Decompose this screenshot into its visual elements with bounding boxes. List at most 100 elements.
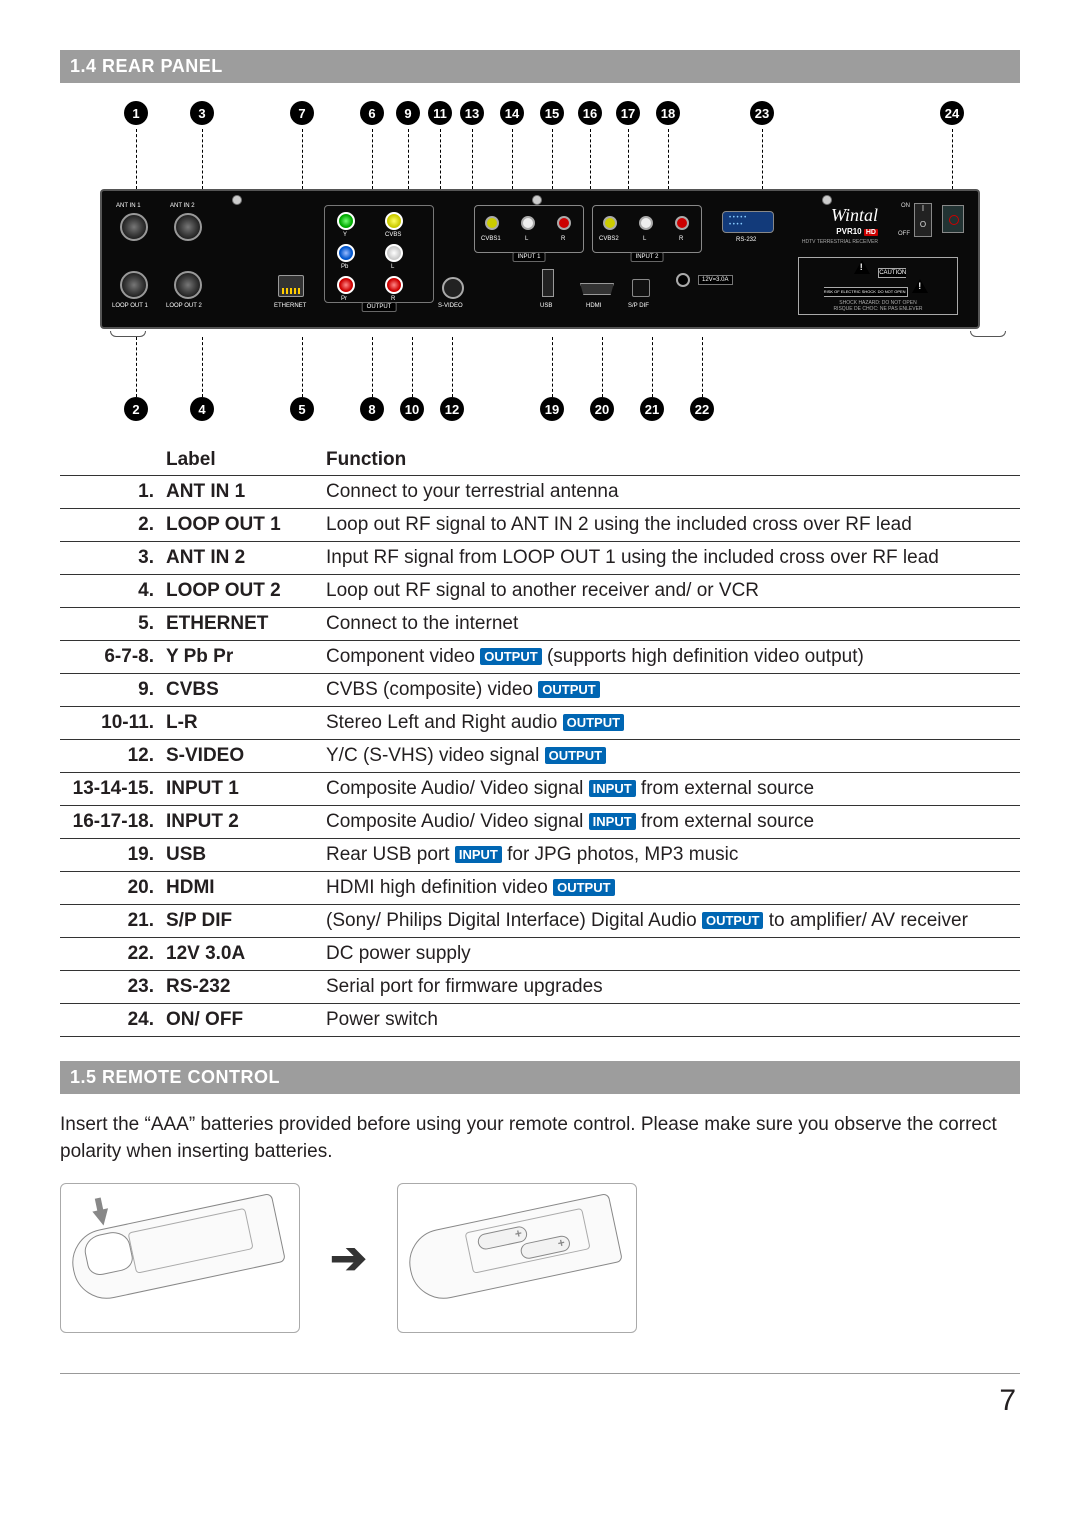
hand-icon: [82, 1229, 135, 1278]
row-number: 4.: [60, 575, 160, 608]
label-in2-l: L: [643, 236, 646, 242]
table-row: 1.ANT IN 1Connect to your terrestrial an…: [60, 476, 1020, 509]
row-function: DC power supply: [320, 938, 1020, 971]
callout-5: 5: [290, 397, 314, 421]
remote-fig-2: [397, 1183, 637, 1333]
table-row: 21.S/P DIF(Sony/ Philips Digital Interfa…: [60, 905, 1020, 938]
row-label: LOOP OUT 1: [160, 509, 320, 542]
label-l: L: [391, 264, 394, 270]
caution-sub2: DO NOT OPEN: [878, 289, 906, 294]
row-function: Loop out RF signal to ANT IN 2 using the…: [320, 509, 1020, 542]
col-function: Function: [320, 445, 1020, 476]
port-svideo: [442, 277, 464, 299]
table-row: 19.USBRear USB port INPUT for JPG photos…: [60, 839, 1020, 872]
label-cvbs2: CVBS2: [599, 236, 619, 242]
row-label: ETHERNET: [160, 608, 320, 641]
callout-22: 22: [690, 397, 714, 421]
output-group: Y CVBS Pb L Pr R OUTPUT: [324, 205, 434, 303]
label-cvbs: CVBS: [385, 232, 401, 238]
caution-line2: RISQUE DE CHOC: NE PAS ENLEVER: [833, 306, 922, 312]
port-input1-l: [521, 216, 535, 230]
power-switch: [914, 203, 932, 237]
port-pb: [337, 244, 355, 262]
panel-feet: [100, 329, 1020, 337]
label-pr: Pr: [341, 296, 347, 302]
tag-input1: INPUT 1: [513, 252, 546, 262]
callout-8: 8: [360, 397, 384, 421]
callout-16: 16: [578, 101, 602, 125]
row-label: ANT IN 2: [160, 542, 320, 575]
input-1-group: CVBS1 L R INPUT 1: [474, 205, 584, 253]
section-header-remote: 1.5 REMOTE CONTROL: [60, 1061, 1020, 1094]
tag-output: OUTPUT: [362, 302, 397, 312]
callout-12: 12: [440, 397, 464, 421]
table-row: 24.ON/ OFFPower switch: [60, 1004, 1020, 1037]
port-loop-out-1: [120, 271, 148, 299]
label-dc: 12V=3.0A: [698, 275, 733, 285]
callout-17: 17: [616, 101, 640, 125]
row-function: Y/C (S-VHS) video signal OUTPUT: [320, 740, 1020, 773]
row-function: Serial port for firmware upgrades: [320, 971, 1020, 1004]
port-l: [385, 244, 403, 262]
row-function: Composite Audio/ Video signal INPUT from…: [320, 806, 1020, 839]
table-row: 13-14-15.INPUT 1Composite Audio/ Video s…: [60, 773, 1020, 806]
input-badge: INPUT: [455, 846, 502, 863]
row-number: 5.: [60, 608, 160, 641]
row-number: 6-7-8.: [60, 641, 160, 674]
row-number: 13-14-15.: [60, 773, 160, 806]
label-loop-out-2: LOOP OUT 2: [166, 303, 202, 309]
table-row: 3.ANT IN 2Input RF signal from LOOP OUT …: [60, 542, 1020, 575]
row-number: 10-11.: [60, 707, 160, 740]
table-row: 12.S-VIDEOY/C (S-VHS) video signal OUTPU…: [60, 740, 1020, 773]
output-badge: OUTPUT: [538, 681, 599, 698]
output-badge: OUTPUT: [553, 879, 614, 896]
label-ethernet: ETHERNET: [274, 303, 306, 309]
input-badge: INPUT: [589, 780, 636, 797]
label-hdmi: HDMI: [586, 303, 601, 309]
port-input2-cvbs: [603, 216, 617, 230]
brand-model-text: PVR10: [836, 227, 861, 236]
row-function: Stereo Left and Right audio OUTPUT: [320, 707, 1020, 740]
section-number-2: 1.5: [70, 1067, 97, 1087]
row-number: 16-17-18.: [60, 806, 160, 839]
port-dc: [676, 273, 690, 287]
label-y: Y: [343, 232, 347, 238]
row-function: Connect to your terrestrial antenna: [320, 476, 1020, 509]
label-on: ON: [901, 203, 910, 209]
callout-15: 15: [540, 101, 564, 125]
brand-model: PVR10 HD: [836, 227, 878, 236]
brand-subtitle: HDTV TERRESTRIAL RECEIVER: [802, 239, 878, 245]
page-number: 7: [60, 1384, 1020, 1418]
row-label: ON/ OFF: [160, 1004, 320, 1037]
callout-2: 2: [124, 397, 148, 421]
output-badge: OUTPUT: [545, 747, 606, 764]
row-number: 23.: [60, 971, 160, 1004]
port-input2-r: [675, 216, 689, 230]
label-loop-out-1: LOOP OUT 1: [112, 303, 148, 309]
callout-10: 10: [400, 397, 424, 421]
row-label: L-R: [160, 707, 320, 740]
callout-24: 24: [940, 101, 964, 125]
leader-lines-top: [100, 129, 1020, 189]
row-number: 3.: [60, 542, 160, 575]
callout-1: 1: [124, 101, 148, 125]
row-label: CVBS: [160, 674, 320, 707]
row-number: 19.: [60, 839, 160, 872]
section-number: 1.4: [70, 56, 97, 76]
port-input1-r: [557, 216, 571, 230]
row-function: Connect to the internet: [320, 608, 1020, 641]
callout-21: 21: [640, 397, 664, 421]
caution-box: CAUTION RISK OF ELECTRIC SHOCK DO NOT OP…: [798, 257, 958, 315]
label-in1-r: R: [561, 236, 565, 242]
power-button: [942, 205, 964, 233]
port-loop-out-2: [174, 271, 202, 299]
shock-icon: [854, 260, 870, 274]
callout-6: 6: [360, 101, 384, 125]
row-number: 12.: [60, 740, 160, 773]
tag-input2: INPUT 2: [631, 252, 664, 262]
row-number: 24.: [60, 1004, 160, 1037]
row-function: Rear USB port INPUT for JPG photos, MP3 …: [320, 839, 1020, 872]
port-y: [337, 212, 355, 230]
brand-logo: Wintal: [831, 205, 878, 226]
row-label: Y Pb Pr: [160, 641, 320, 674]
